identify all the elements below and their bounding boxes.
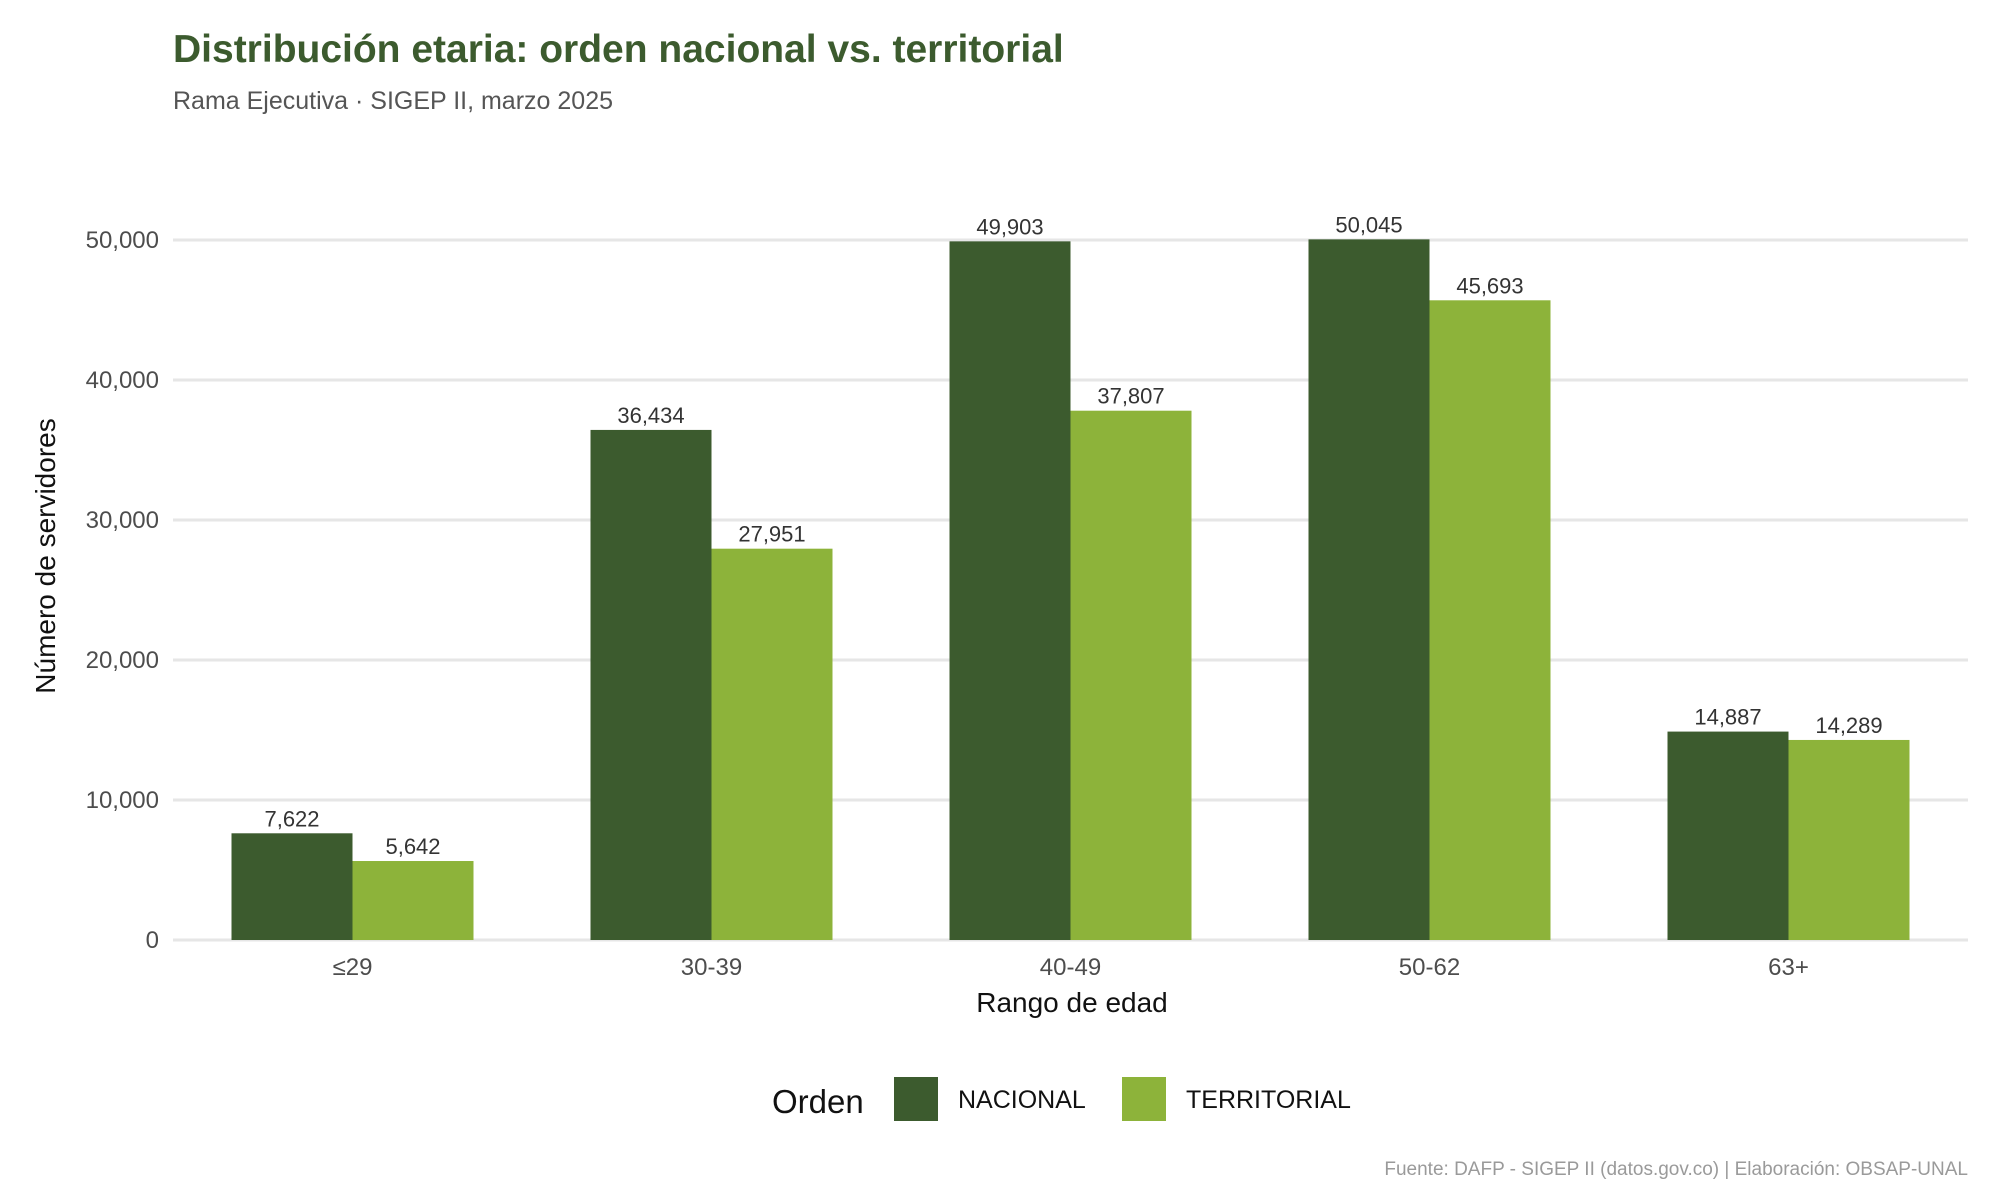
bar-territorial-3 — [1429, 300, 1551, 941]
data-label-nacional-1: 36,434 — [617, 403, 684, 428]
data-label-territorial-1: 27,951 — [738, 522, 805, 547]
bar-nacional-2 — [949, 241, 1071, 940]
legend: Orden NACIONAL TERRITORIAL — [772, 1077, 1351, 1121]
x-tick-label: 63+ — [1768, 954, 1809, 981]
bar-territorial-0 — [352, 861, 474, 940]
bar-nacional-0 — [231, 833, 353, 940]
data-label-nacional-0: 7,622 — [264, 806, 319, 831]
data-label-territorial-3: 45,693 — [1456, 273, 1523, 298]
y-tick-label: 20,000 — [86, 647, 159, 674]
x-axis-title: Rango de edad — [976, 987, 1168, 1018]
y-axis-title: Número de servidores — [30, 418, 61, 693]
legend-label-nacional: NACIONAL — [958, 1086, 1086, 1114]
bar-nacional-3 — [1308, 239, 1430, 940]
chart-subtitle: Rama Ejecutiva · SIGEP II, marzo 2025 — [173, 87, 613, 115]
data-label-nacional-3: 50,045 — [1335, 212, 1402, 237]
bars — [231, 239, 1910, 941]
data-label-nacional-4: 14,887 — [1694, 705, 1761, 730]
data-label-territorial-0: 5,642 — [385, 834, 440, 859]
data-label-territorial-2: 37,807 — [1097, 384, 1164, 409]
legend-title: Orden — [772, 1083, 864, 1120]
legend-swatch-nacional — [894, 1077, 938, 1121]
x-tick-label: 50-62 — [1399, 954, 1460, 981]
data-label-nacional-2: 49,903 — [976, 214, 1043, 239]
bar-territorial-2 — [1070, 410, 1192, 940]
bar-nacional-4 — [1667, 731, 1789, 940]
x-tick-label: 40-49 — [1040, 954, 1101, 981]
data-labels: 7,622 5,642 36,434 27,951 49,903 37,807 50,045… — [264, 212, 1882, 859]
data-label-territorial-4: 14,289 — [1815, 713, 1882, 738]
x-tick-label: 30-39 — [681, 954, 742, 981]
y-tick-label: 30,000 — [86, 507, 159, 534]
legend-swatch-territorial — [1122, 1077, 1166, 1121]
bar-territorial-4 — [1788, 739, 1910, 940]
bar-territorial-1 — [711, 548, 833, 940]
y-axis-ticks: 0 10,000 20,000 30,000 40,000 50,000 — [86, 227, 159, 954]
x-tick-label: ≤29 — [333, 954, 373, 981]
legend-label-territorial: TERRITORIAL — [1186, 1086, 1351, 1114]
chart-title: Distribución etaria: orden nacional vs. … — [173, 28, 1064, 71]
y-tick-label: 10,000 — [86, 787, 159, 814]
y-tick-label: 40,000 — [86, 367, 159, 394]
bar-nacional-1 — [590, 429, 712, 940]
chart-caption: Fuente: DAFP - SIGEP II (datos.gov.co) |… — [1384, 1159, 1968, 1180]
y-tick-label: 0 — [146, 927, 159, 954]
x-axis-ticks: ≤29 30-39 40-49 50-62 63+ — [333, 954, 1809, 981]
y-tick-label: 50,000 — [86, 227, 159, 254]
